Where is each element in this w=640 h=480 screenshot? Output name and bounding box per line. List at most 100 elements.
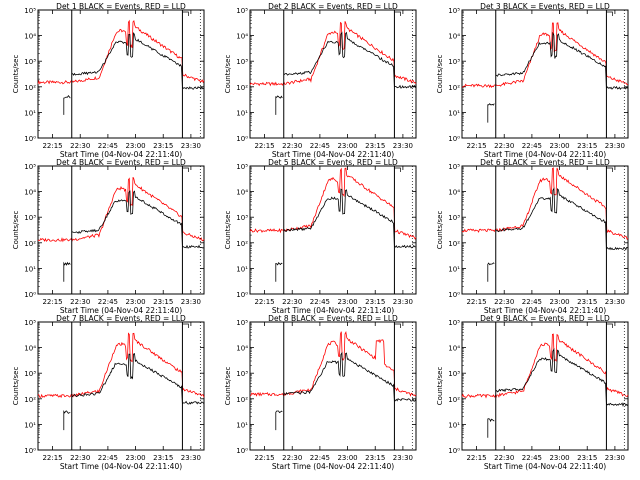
x-tick-label: 23:30 xyxy=(393,454,413,462)
events-series-line xyxy=(495,347,628,407)
y-tick-label: 10³ xyxy=(448,214,460,222)
events-series-early xyxy=(275,261,283,282)
x-tick-label: 23:30 xyxy=(181,298,201,306)
lld-series-line xyxy=(37,332,205,399)
x-tick-label: 22:15 xyxy=(466,142,486,150)
x-tick-label: 23:30 xyxy=(605,142,625,150)
plot-frame xyxy=(249,321,417,451)
y-tick-label: 10² xyxy=(24,84,36,92)
lld-series-line xyxy=(37,177,205,243)
lld-series-line xyxy=(249,21,417,87)
x-tick-label: 22:45 xyxy=(98,142,118,150)
y-tick-label: 10¹ xyxy=(236,265,248,273)
x-axis-label: Start Time (04-Nov-04 22:11:40) xyxy=(60,462,182,471)
bracket-mark xyxy=(606,323,613,328)
lld-series-line xyxy=(250,330,417,397)
y-tick-label: 10⁰ xyxy=(24,291,36,299)
y-axis-label: Counts/sec xyxy=(224,211,232,250)
x-tick-label: 22:15 xyxy=(466,454,486,462)
panel-title: Det 5 BLACK = Events, RED = LLD xyxy=(268,158,398,167)
detector-panel: 10⁰ 10¹ 10² 10³ 10⁴ 10⁵ 22:15 22:30 22:45 23:00 23… xyxy=(224,158,417,315)
panel-title: Det 1 BLACK = Events, RED = LLD xyxy=(56,2,186,11)
y-axis-label: Counts/sec xyxy=(12,211,20,250)
y-tick-label: 10⁴ xyxy=(448,33,460,41)
lld-series-line xyxy=(249,167,417,240)
panel-title: Det 6 BLACK = Events, RED = LLD xyxy=(480,158,610,167)
events-series-line xyxy=(283,31,416,89)
y-tick-label: 10³ xyxy=(448,370,460,378)
x-tick-label: 23:15 xyxy=(577,298,597,306)
panel-title: Det 9 BLACK = Events, RED = LLD xyxy=(480,314,610,323)
x-tick-label: 22:15 xyxy=(42,454,62,462)
panel-title: Det 2 BLACK = Events, RED = LLD xyxy=(268,2,398,11)
detector-panel: 10⁰ 10¹ 10² 10³ 10⁴ 10⁵ 22:15 22:30 22:45 23:00 23… xyxy=(12,314,205,471)
y-tick-label: 10⁴ xyxy=(448,345,460,353)
x-axis-label: Start Time (04-Nov-04 22:11:40) xyxy=(272,150,394,159)
x-tick-label: 23:00 xyxy=(337,298,357,306)
y-tick-label: 10⁵ xyxy=(236,319,248,327)
lld-series-line xyxy=(461,22,629,89)
y-axis-label: Counts/sec xyxy=(436,367,444,406)
x-tick-label: 22:30 xyxy=(494,298,514,306)
x-tick-label: 22:15 xyxy=(42,142,62,150)
x-tick-label: 22:45 xyxy=(522,454,542,462)
x-tick-label: 22:15 xyxy=(466,298,486,306)
bracket-mark xyxy=(394,11,401,16)
events-series-early xyxy=(63,261,71,282)
plot-frame xyxy=(37,165,205,295)
y-tick-label: 10⁰ xyxy=(236,135,248,143)
x-tick-label: 23:30 xyxy=(605,454,625,462)
events-series-early xyxy=(487,262,495,282)
x-tick-label: 22:45 xyxy=(310,454,330,462)
events-series-early xyxy=(63,95,71,115)
y-tick-label: 10¹ xyxy=(448,109,460,117)
y-tick-label: 10² xyxy=(24,396,36,404)
x-tick-label: 23:15 xyxy=(577,142,597,150)
events-series-line xyxy=(495,187,628,251)
x-tick-label: 22:45 xyxy=(522,298,542,306)
panel-title: Det 3 BLACK = Events, RED = LLD xyxy=(480,2,610,11)
x-tick-label: 23:30 xyxy=(393,298,413,306)
x-tick-label: 23:15 xyxy=(365,454,385,462)
y-tick-label: 10¹ xyxy=(24,265,36,273)
plot-frame xyxy=(249,9,417,139)
plot-frame xyxy=(249,165,417,295)
y-tick-label: 10⁵ xyxy=(236,7,248,15)
x-tick-label: 23:00 xyxy=(125,298,145,306)
x-axis-label: Start Time (04-Nov-04 22:11:40) xyxy=(60,150,182,159)
x-tick-label: 22:45 xyxy=(98,454,118,462)
x-tick-label: 23:15 xyxy=(153,142,173,150)
y-tick-label: 10² xyxy=(448,396,460,404)
x-tick-label: 22:30 xyxy=(70,298,90,306)
y-tick-label: 10² xyxy=(448,84,460,92)
y-tick-label: 10⁰ xyxy=(236,291,248,299)
y-tick-label: 10⁰ xyxy=(24,135,36,143)
x-tick-label: 23:00 xyxy=(125,142,145,150)
y-tick-label: 10⁵ xyxy=(24,319,36,327)
y-tick-label: 10⁵ xyxy=(448,319,460,327)
x-tick-label: 23:30 xyxy=(181,142,201,150)
y-axis-label: Counts/sec xyxy=(224,55,232,94)
y-tick-label: 10³ xyxy=(24,58,36,66)
y-tick-label: 10⁵ xyxy=(448,163,460,171)
lld-series-line xyxy=(37,19,205,85)
x-tick-label: 23:00 xyxy=(549,298,569,306)
events-series-line xyxy=(283,351,416,402)
y-tick-label: 10⁵ xyxy=(24,7,36,15)
x-tick-label: 22:30 xyxy=(70,454,90,462)
x-tick-label: 23:30 xyxy=(605,298,625,306)
panel-title: Det 4 BLACK = Events, RED = LLD xyxy=(56,158,186,167)
x-tick-label: 23:00 xyxy=(337,142,357,150)
y-tick-label: 10¹ xyxy=(24,421,36,429)
y-tick-label: 10⁴ xyxy=(24,189,36,197)
panel-title: Det 8 BLACK = Events, RED = LLD xyxy=(268,314,398,323)
x-tick-label: 23:15 xyxy=(577,454,597,462)
x-tick-label: 23:00 xyxy=(549,454,569,462)
x-tick-label: 23:30 xyxy=(181,454,201,462)
events-series-line xyxy=(283,188,416,249)
y-tick-label: 10² xyxy=(448,240,460,248)
detector-panel: 10⁰ 10¹ 10² 10³ 10⁴ 10⁵ 22:15 22:30 22:45 23:00 23… xyxy=(12,2,205,159)
x-tick-label: 22:30 xyxy=(282,142,302,150)
y-tick-label: 10³ xyxy=(236,214,248,222)
x-tick-label: 23:00 xyxy=(337,454,357,462)
